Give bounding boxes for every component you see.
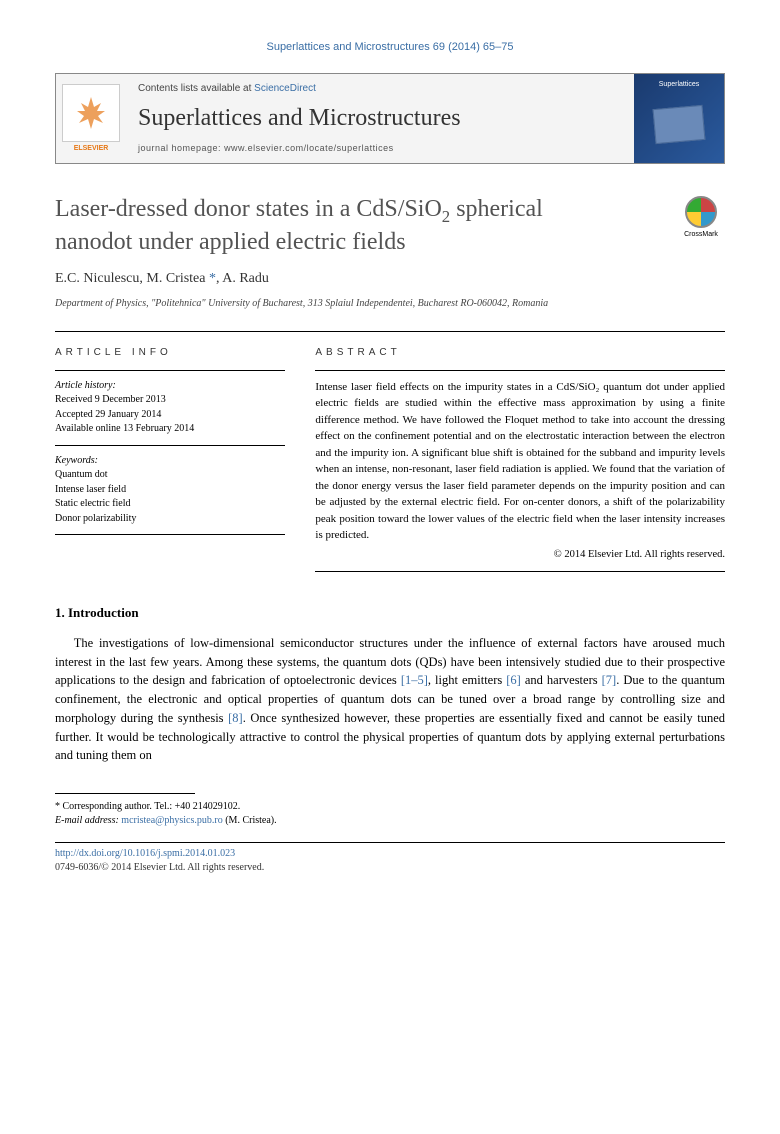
author-1: E.C. Niculescu bbox=[55, 271, 139, 286]
publisher-logo-block: ELSEVIER bbox=[56, 74, 126, 162]
history-accepted: Accepted 29 January 2014 bbox=[55, 408, 285, 423]
footer-rule bbox=[55, 842, 725, 843]
abstract-text: Intense laser field effects on the impur… bbox=[315, 379, 725, 544]
intro-text-c: and harvesters bbox=[521, 673, 602, 687]
keywords-label: Keywords: bbox=[55, 454, 285, 469]
title-line2: nanodot under applied electric fields bbox=[55, 229, 406, 255]
author-2: M. Cristea bbox=[146, 271, 205, 286]
info-rule-2 bbox=[55, 445, 285, 446]
corresponding-mark: * bbox=[205, 271, 216, 286]
section-heading-intro: 1. Introduction bbox=[55, 604, 725, 622]
info-rule-3 bbox=[55, 534, 285, 535]
intro-text-b: , light emitters bbox=[428, 673, 506, 687]
footnote-rule bbox=[55, 793, 195, 794]
journal-masthead: ELSEVIER Contents lists available at Sci… bbox=[55, 73, 725, 163]
corr-author-line: * Corresponding author. Tel.: +40 214029… bbox=[55, 800, 725, 814]
journal-cover-thumb: Superlattices bbox=[634, 74, 724, 162]
ref-link[interactable]: [8] bbox=[228, 711, 243, 725]
crossmark-icon bbox=[685, 196, 717, 228]
sciencedirect-link[interactable]: ScienceDirect bbox=[254, 83, 316, 94]
author-3: , A. Radu bbox=[216, 271, 269, 286]
keyword-item: Quantum dot bbox=[55, 468, 285, 483]
abstract-column: ABSTRACT Intense laser field effects on … bbox=[315, 346, 725, 580]
history-received: Received 9 December 2013 bbox=[55, 393, 285, 408]
abstract-rule-2 bbox=[315, 571, 725, 572]
doi-link[interactable]: http://dx.doi.org/10.1016/j.spmi.2014.01… bbox=[55, 847, 725, 861]
article-title: Laser-dressed donor states in a CdS/SiO2… bbox=[55, 194, 667, 258]
ref-link[interactable]: [1–5] bbox=[401, 673, 428, 687]
abstract-copyright: © 2014 Elsevier Ltd. All rights reserved… bbox=[315, 548, 725, 563]
contents-available: Contents lists available at ScienceDirec… bbox=[138, 82, 622, 96]
journal-homepage: journal homepage: www.elsevier.com/locat… bbox=[138, 142, 622, 155]
keyword-item: Intense laser field bbox=[55, 483, 285, 498]
corresponding-footnote: * Corresponding author. Tel.: +40 214029… bbox=[55, 800, 725, 828]
ref-link[interactable]: [7] bbox=[602, 673, 617, 687]
publisher-name: ELSEVIER bbox=[74, 144, 109, 154]
cover-art-icon bbox=[653, 105, 706, 144]
cover-journal-title: Superlattices bbox=[659, 80, 699, 90]
keyword-item: Static electric field bbox=[55, 497, 285, 512]
journal-name: Superlattices and Microstructures bbox=[138, 102, 622, 136]
ref-link[interactable]: [6] bbox=[506, 673, 521, 687]
title-line1b: spherical bbox=[450, 196, 543, 222]
contents-prefix: Contents lists available at bbox=[138, 83, 254, 94]
article-info-column: ARTICLE INFO Article history: Received 9… bbox=[55, 346, 285, 580]
history-online: Available online 13 February 2014 bbox=[55, 422, 285, 437]
abstract-heading: ABSTRACT bbox=[315, 346, 725, 360]
intro-paragraph-1: The investigations of low-dimensional se… bbox=[55, 634, 725, 765]
introduction-section: 1. Introduction The investigations of lo… bbox=[55, 604, 725, 765]
homepage-url[interactable]: www.elsevier.com/locate/superlattices bbox=[224, 143, 394, 153]
homepage-prefix: journal homepage: bbox=[138, 143, 224, 153]
email-who: (M. Cristea). bbox=[223, 815, 277, 826]
keywords-block: Keywords: Quantum dot Intense laser fiel… bbox=[55, 454, 285, 527]
authors-line: E.C. Niculescu, M. Cristea *, A. Radu bbox=[55, 269, 725, 289]
masthead-center: Contents lists available at ScienceDirec… bbox=[126, 74, 634, 162]
crossmark-badge[interactable]: CrossMark bbox=[677, 194, 725, 242]
history-label: Article history: bbox=[55, 379, 285, 394]
affiliation: Department of Physics, "Politehnica" Uni… bbox=[55, 297, 725, 311]
keyword-item: Donor polarizability bbox=[55, 512, 285, 527]
elsevier-tree-icon bbox=[62, 84, 120, 142]
article-history: Article history: Received 9 December 201… bbox=[55, 379, 285, 437]
title-subscript: 2 bbox=[442, 206, 450, 225]
footer-copyright: 0749-6036/© 2014 Elsevier Ltd. All right… bbox=[55, 861, 725, 875]
article-info-heading: ARTICLE INFO bbox=[55, 346, 285, 360]
crossmark-label: CrossMark bbox=[684, 230, 718, 240]
title-line1a: Laser-dressed donor states in a CdS/SiO bbox=[55, 196, 442, 222]
email-link[interactable]: mcristea@physics.pub.ro bbox=[121, 815, 222, 826]
email-label: E-mail address: bbox=[55, 815, 121, 826]
info-rule-1 bbox=[55, 370, 285, 371]
abstract-rule-1 bbox=[315, 370, 725, 371]
header-citation[interactable]: Superlattices and Microstructures 69 (20… bbox=[55, 40, 725, 55]
